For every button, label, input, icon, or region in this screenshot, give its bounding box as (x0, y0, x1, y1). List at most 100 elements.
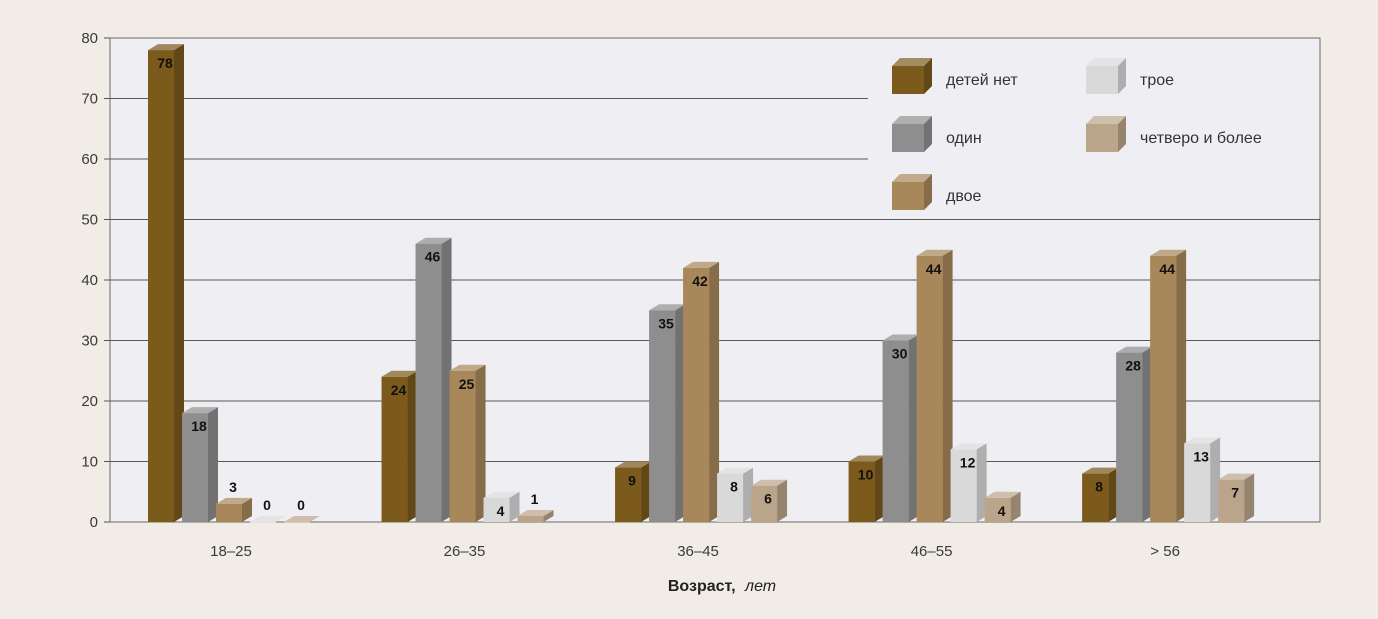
legend-swatch (1086, 58, 1126, 94)
legend-swatch-side (1118, 58, 1126, 94)
bar-3-cat-2: 25 (449, 364, 486, 522)
x-tick-label: 36–45 (677, 543, 719, 560)
bar-top (950, 443, 987, 450)
bar-top (649, 304, 686, 311)
bar-4-cat-3: 8 (717, 467, 754, 522)
y-tick-label: 0 (90, 514, 98, 531)
bar-side (543, 509, 554, 522)
bar-side (1142, 346, 1153, 522)
bar-top (216, 497, 252, 504)
legend-label: двое (946, 188, 982, 205)
bar-top (1218, 473, 1255, 480)
data-label: 28 (1125, 358, 1141, 374)
bar-side (441, 237, 452, 522)
bar-top (517, 509, 554, 516)
x-tick-label: > 56 (1150, 543, 1180, 560)
legend-swatch-front (892, 124, 924, 152)
x-axis: 18–25 26–35 36–45 46–55 > 56 (210, 543, 1180, 560)
bar-side (1244, 473, 1255, 522)
bar-2-cat-3: 35 (649, 304, 686, 522)
bar-top (381, 370, 418, 377)
bar-side (1010, 491, 1021, 522)
bar-front (882, 340, 909, 522)
bar-front (517, 515, 544, 522)
bar-3-cat-3: 42 (683, 261, 720, 522)
bar-front (449, 370, 476, 522)
legend-swatch-top (1086, 116, 1126, 124)
data-label: 46 (425, 249, 441, 265)
data-label: 10 (858, 467, 874, 483)
bar-front (381, 376, 408, 522)
bar-front (148, 50, 174, 522)
bar-side (675, 304, 686, 522)
bar-top (449, 364, 486, 371)
legend-item: один (892, 116, 982, 152)
data-label: 3 (229, 479, 237, 495)
bar-top (717, 467, 754, 474)
bar-top (848, 455, 885, 462)
y-tick-label: 60 (81, 151, 98, 168)
data-label: 44 (926, 261, 942, 277)
legend-swatch-top (892, 174, 932, 182)
legend-swatch-top (892, 116, 932, 124)
data-label: 30 (892, 346, 908, 362)
data-label: 1 (531, 491, 539, 507)
x-tick-label: 26–35 (444, 543, 486, 560)
bar-1-cat-3: 9 (615, 461, 652, 522)
bar-front (950, 449, 977, 522)
legend-item: детей нет (892, 58, 1018, 94)
bar-4-cat-2: 4 (483, 491, 520, 522)
bar-5-cat-4: 4 (984, 491, 1021, 522)
bar-top (683, 261, 720, 268)
bar-side (1210, 437, 1221, 522)
data-label: 12 (960, 454, 976, 470)
legend-label: четверо и более (1140, 130, 1262, 147)
bar-top (1184, 437, 1221, 444)
bar-2-cat-2: 46 (415, 237, 452, 522)
bar-top (751, 479, 788, 486)
bar-top (615, 461, 652, 468)
bar-front (649, 310, 676, 522)
legend-swatch-side (924, 116, 932, 152)
y-tick-label: 30 (81, 333, 98, 350)
bar-side (641, 461, 652, 522)
bar-5-cat-5: 7 (1218, 473, 1255, 522)
legend-label: трое (1140, 72, 1174, 89)
bar-top (250, 516, 286, 522)
bar-top (148, 44, 184, 51)
bar-front (284, 522, 310, 523)
data-label: 4 (497, 503, 505, 519)
bar-top (984, 491, 1021, 498)
bar-front (483, 497, 510, 522)
bar-side (208, 407, 218, 522)
bar-top (284, 516, 320, 522)
data-label: 9 (628, 473, 636, 489)
bar-5-cat-1: 0 (284, 497, 320, 523)
data-label: 44 (1159, 261, 1175, 277)
legend-swatch-top (892, 58, 932, 66)
legend-label: детей нет (946, 72, 1018, 89)
bar-side (1108, 467, 1119, 522)
bar-top (916, 249, 953, 256)
bar-4-cat-5: 13 (1184, 437, 1221, 522)
y-tick-label: 70 (81, 91, 98, 108)
bar-3-cat-1: 3 (216, 479, 252, 522)
bar-2-cat-4: 30 (882, 334, 919, 522)
data-label: 8 (730, 479, 738, 495)
data-label: 0 (297, 497, 305, 513)
data-label: 0 (263, 497, 271, 513)
bar-front (615, 467, 642, 522)
legend-swatch-side (1118, 116, 1126, 152)
legend-swatch-top (1086, 58, 1126, 66)
bar-top (1150, 249, 1187, 256)
legend-swatch-front (892, 182, 924, 210)
bar-front (1218, 479, 1245, 522)
y-tick-label: 40 (81, 272, 98, 289)
bar-side (475, 364, 486, 522)
legend-item: двое (892, 174, 982, 210)
bar-1-cat-2: 24 (381, 370, 418, 522)
x-tick-label: 46–55 (911, 543, 953, 560)
bar-side (874, 455, 885, 522)
